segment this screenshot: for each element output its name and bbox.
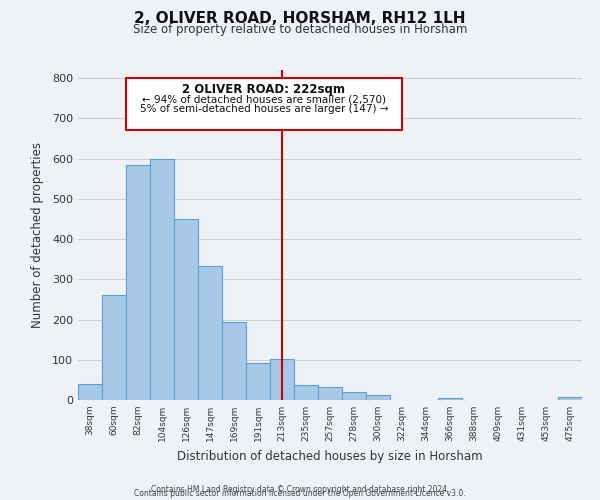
Bar <box>198 266 222 400</box>
Bar <box>294 384 318 400</box>
Text: Contains public sector information licensed under the Open Government Licence v3: Contains public sector information licen… <box>134 490 466 498</box>
Bar <box>366 395 390 400</box>
Text: 5% of semi-detached houses are larger (147) →: 5% of semi-detached houses are larger (1… <box>140 104 388 114</box>
Bar <box>246 364 270 400</box>
Bar <box>342 392 366 400</box>
Text: Contains HM Land Registry data © Crown copyright and database right 2024.: Contains HM Land Registry data © Crown c… <box>151 484 449 494</box>
Text: 2, OLIVER ROAD, HORSHAM, RH12 1LH: 2, OLIVER ROAD, HORSHAM, RH12 1LH <box>134 11 466 26</box>
Text: ← 94% of detached houses are smaller (2,570): ← 94% of detached houses are smaller (2,… <box>142 95 386 105</box>
Text: 2 OLIVER ROAD: 222sqm: 2 OLIVER ROAD: 222sqm <box>182 83 346 96</box>
Bar <box>222 322 246 400</box>
Bar <box>78 384 102 400</box>
FancyBboxPatch shape <box>126 78 402 130</box>
Bar <box>126 166 150 400</box>
Bar <box>270 360 294 400</box>
Y-axis label: Number of detached properties: Number of detached properties <box>31 142 44 328</box>
Bar <box>318 387 342 400</box>
X-axis label: Distribution of detached houses by size in Horsham: Distribution of detached houses by size … <box>177 450 483 462</box>
Bar <box>174 219 198 400</box>
Text: Size of property relative to detached houses in Horsham: Size of property relative to detached ho… <box>133 22 467 36</box>
Bar <box>102 294 126 400</box>
Bar <box>438 398 462 400</box>
Bar <box>558 397 582 400</box>
Bar <box>150 160 174 400</box>
